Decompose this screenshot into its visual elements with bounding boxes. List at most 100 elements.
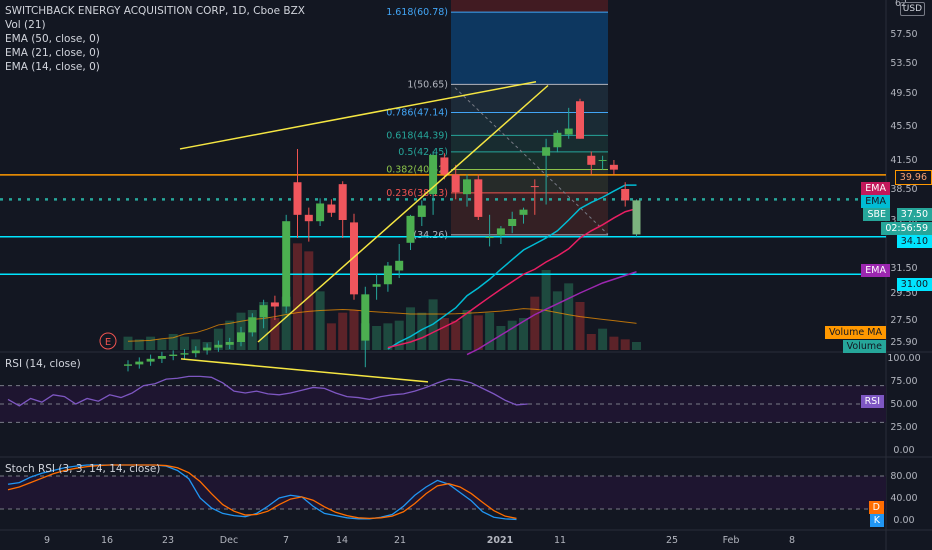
volume-bar bbox=[372, 326, 382, 350]
candle-body bbox=[576, 101, 584, 139]
volume-bar bbox=[406, 307, 415, 350]
candle-body bbox=[587, 155, 596, 165]
chart-legend: SWITCHBACK ENERGY ACQUISITION CORP, 1D, … bbox=[5, 4, 305, 74]
time-axis-tick: 23 bbox=[162, 535, 174, 546]
fib-zone bbox=[451, 12, 608, 85]
trendline-resistance bbox=[179, 81, 537, 150]
price-axis-tick: 41.50 bbox=[890, 155, 917, 166]
volume-bar bbox=[134, 339, 144, 350]
volume-bar bbox=[496, 326, 506, 350]
volume-bar bbox=[191, 339, 201, 350]
price-tag: EMA bbox=[861, 195, 890, 208]
volume-bar bbox=[620, 339, 630, 350]
fib-zone bbox=[451, 0, 608, 13]
candle-body bbox=[474, 179, 483, 217]
candle-body bbox=[338, 184, 347, 220]
stoch-axis-tick: 40.00 bbox=[890, 493, 917, 504]
currency-badge[interactable]: USD bbox=[899, 2, 925, 16]
time-axis-tick: 7 bbox=[283, 535, 289, 546]
stoch-pane-title[interactable]: Stoch RSI (3, 3, 14, 14, close) bbox=[5, 463, 161, 475]
trendline-support bbox=[257, 84, 549, 343]
fib-level-label: 0.618(44.39) bbox=[386, 130, 448, 141]
candle-body bbox=[564, 128, 573, 135]
volume-bar bbox=[507, 320, 517, 350]
candle-body bbox=[225, 342, 234, 345]
candle-body bbox=[203, 347, 212, 351]
candle-body bbox=[429, 154, 438, 195]
candle-body bbox=[417, 205, 426, 217]
candle-body bbox=[463, 179, 471, 195]
candle-body bbox=[214, 344, 223, 348]
fib-zone bbox=[451, 112, 608, 136]
candle-body bbox=[372, 284, 381, 287]
volume-ma-line bbox=[127, 308, 637, 342]
candle-body bbox=[327, 204, 336, 213]
fib-zone bbox=[451, 151, 608, 170]
candle-body bbox=[609, 164, 618, 170]
volume-bar bbox=[293, 243, 302, 350]
volume-bar bbox=[304, 251, 314, 350]
price-axis-tick: 25.90 bbox=[890, 337, 917, 348]
candle-body bbox=[361, 294, 370, 341]
price-axis-tick: 62 bbox=[895, 0, 907, 9]
stoch-d-line bbox=[7, 464, 517, 520]
rsi-axis-tick: 75.00 bbox=[890, 376, 917, 387]
legend-vol[interactable]: Vol (21) bbox=[5, 19, 46, 31]
fib-trend-line bbox=[454, 87, 609, 235]
volume-bar bbox=[451, 320, 461, 350]
candle-body bbox=[135, 361, 144, 365]
volume-bar bbox=[394, 320, 404, 350]
volume-bar bbox=[473, 315, 483, 350]
volume-bar bbox=[417, 312, 427, 350]
volume-bar bbox=[123, 336, 133, 350]
candle-body bbox=[237, 332, 245, 342]
price-axis-tick: 31.50 bbox=[890, 263, 917, 274]
legend-ema14[interactable]: EMA (14, close, 0) bbox=[5, 61, 100, 73]
time-axis-tick: 2021 bbox=[487, 535, 513, 546]
price-axis-tick: 53.50 bbox=[890, 58, 917, 69]
volume-bar bbox=[519, 318, 528, 350]
rsi-value-tag: RSI bbox=[860, 395, 884, 408]
price-axis-tick: 57.50 bbox=[890, 29, 917, 40]
rsi-pane-title[interactable]: RSI (14, close) bbox=[5, 358, 81, 370]
time-axis-tick: 14 bbox=[336, 535, 348, 546]
price-tag: EMA bbox=[861, 264, 890, 277]
volume-bar bbox=[315, 291, 325, 350]
volume-bar bbox=[157, 339, 167, 350]
volume-bar bbox=[383, 323, 393, 350]
legend-ema21[interactable]: EMA (21, close, 0) bbox=[5, 47, 100, 59]
volume-bar bbox=[146, 336, 156, 350]
stoch-band bbox=[0, 476, 886, 509]
time-axis-tick: 21 bbox=[394, 535, 406, 546]
candle-body bbox=[248, 317, 257, 333]
fib-level-label: 0.5(42.45) bbox=[398, 147, 448, 158]
volume-bar bbox=[270, 318, 280, 350]
fib-level-label: 1.618(60.78) bbox=[386, 7, 448, 18]
price-tag: 34.10 bbox=[896, 235, 932, 248]
price-tag: 02:56:59 bbox=[881, 222, 932, 235]
candle-body bbox=[496, 228, 505, 236]
stoch-d-tag: D bbox=[868, 501, 884, 514]
candle-body bbox=[316, 203, 325, 222]
candle-body bbox=[542, 147, 551, 156]
volume-bar bbox=[281, 296, 291, 350]
volume-bar bbox=[439, 318, 449, 350]
candle-body bbox=[440, 157, 449, 175]
rsi-axis-tick: 50.00 bbox=[890, 399, 917, 410]
price-tag: EMA bbox=[861, 182, 890, 195]
candle-body bbox=[157, 356, 166, 359]
symbol-title: SWITCHBACK ENERGY ACQUISITION CORP, 1D, … bbox=[5, 5, 305, 17]
volume-bar bbox=[530, 296, 540, 350]
time-axis-tick: 9 bbox=[44, 535, 50, 546]
fib-zone bbox=[451, 84, 608, 113]
candle-body bbox=[383, 265, 392, 285]
candle-body bbox=[395, 260, 404, 271]
price-tag: 39.96 bbox=[894, 170, 932, 185]
rsi-trendline bbox=[180, 358, 429, 383]
fib-level-label: 0.786(47.14) bbox=[386, 107, 448, 118]
stoch-axis-tick: 80.00 bbox=[890, 471, 917, 482]
volume-bar bbox=[552, 291, 562, 350]
legend-ema50[interactable]: EMA (50, close, 0) bbox=[5, 33, 100, 45]
price-axis-tick: 29.50 bbox=[890, 288, 917, 299]
